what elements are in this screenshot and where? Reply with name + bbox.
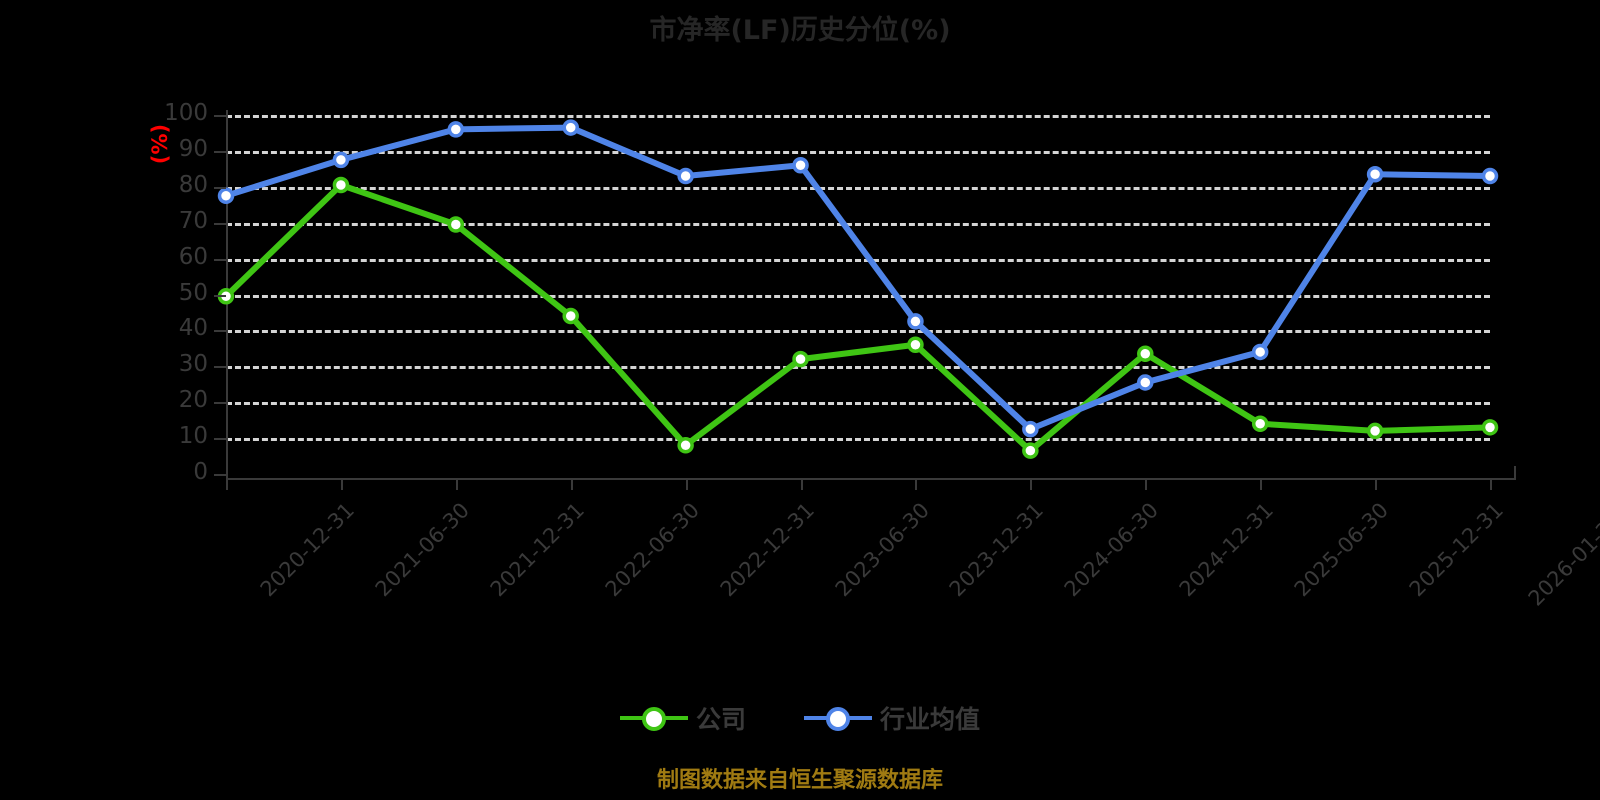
x-axis-tick-mark xyxy=(570,478,573,490)
y-axis-tick-mark xyxy=(214,402,226,405)
x-axis-tick-label: 2024-12-31 xyxy=(1175,498,1279,602)
legend-swatch-icon xyxy=(804,705,872,731)
legend-label: 公司 xyxy=(695,705,746,734)
y-axis-tick-label: 100 xyxy=(164,100,208,126)
gridline xyxy=(226,438,1490,442)
gridline xyxy=(226,330,1490,334)
x-axis-tick-label: 2025-12-31 xyxy=(1404,498,1509,602)
x-axis-tick-mark xyxy=(1260,478,1263,490)
y-axis-tick-mark xyxy=(214,150,226,153)
y-axis-tick-label: 40 xyxy=(178,315,208,342)
gridline xyxy=(226,115,1490,118)
x-axis-tick-label: 2022-12-31 xyxy=(715,498,819,602)
plot-area xyxy=(226,115,1490,474)
x-axis-line xyxy=(226,478,1516,480)
x-axis-tick-label: 2023-12-31 xyxy=(945,498,1049,602)
x-axis-right-cap xyxy=(1514,466,1516,480)
footer-note: 制图数据来自恒生聚源数据库 xyxy=(656,768,943,793)
y-axis-line xyxy=(226,110,228,479)
x-axis-tick-label: 2025-06-30 xyxy=(1289,498,1394,602)
y-axis-tick-label: 50 xyxy=(178,279,208,306)
legend-label: 行业均值 xyxy=(880,705,981,734)
gridline xyxy=(226,150,1490,154)
y-axis-tick-mark xyxy=(214,258,226,261)
legend-item-company[interactable]: 公司 xyxy=(619,700,746,736)
x-axis-tick-mark xyxy=(226,478,228,490)
y-axis-tick-mark xyxy=(214,366,226,369)
y-axis-tick-label: 80 xyxy=(178,171,208,198)
x-axis-left-cap xyxy=(226,466,228,478)
x-axis-tick-label: 2022-06-30 xyxy=(600,498,704,602)
x-axis-tick-mark xyxy=(1145,478,1148,490)
y-axis-tick-label: 20 xyxy=(178,387,208,414)
y-axis-tick-mark xyxy=(214,438,226,441)
y-axis-tick-labels: 0 10 20 30 40 50 60 70 80 90 100 xyxy=(0,0,208,800)
legend-swatch-icon xyxy=(619,705,688,731)
x-axis-tick-label: 2024-06-30 xyxy=(1060,498,1164,602)
gridline xyxy=(226,186,1490,190)
x-axis-tick-label: 2026-01-30E xyxy=(1523,498,1600,611)
x-axis-tick-label: 2021-12-31 xyxy=(485,498,589,602)
x-axis-tick-mark xyxy=(1490,478,1492,490)
y-axis-tick-mark xyxy=(214,115,226,117)
y-axis-tick-label: 30 xyxy=(178,351,208,378)
y-axis-tick-mark xyxy=(214,222,226,225)
gridline xyxy=(226,366,1490,370)
y-axis-tick-label: 0 xyxy=(193,459,208,485)
gridline xyxy=(226,294,1490,298)
x-axis-tick-label: 2023-06-30 xyxy=(830,498,934,602)
x-axis-tick-label: 2021-06-30 xyxy=(370,498,474,602)
y-axis-tick-label: 70 xyxy=(178,207,208,234)
y-axis-tick-mark xyxy=(214,474,226,476)
x-axis-tick-mark xyxy=(685,478,688,490)
x-axis-tick-mark xyxy=(340,478,343,490)
y-axis-tick-mark xyxy=(214,186,226,189)
gridline xyxy=(226,258,1490,262)
x-axis-tick-mark xyxy=(1375,478,1378,490)
x-axis-tick-mark xyxy=(455,478,458,490)
page-title: 市净率(LF)历史分位(%) xyxy=(649,15,951,46)
gridline xyxy=(226,402,1490,406)
y-axis-tick-mark xyxy=(214,294,226,297)
x-axis-tick-mark xyxy=(800,478,803,490)
legend-item-industry[interactable]: 行业均值 xyxy=(804,700,980,736)
gridline xyxy=(226,222,1490,226)
y-axis-tick-label: 60 xyxy=(178,243,208,270)
y-axis-tick-label: 10 xyxy=(178,423,208,450)
legend-marker-icon xyxy=(826,707,850,731)
x-axis-tick-mark xyxy=(1030,478,1033,490)
x-axis-tick-mark xyxy=(915,478,918,490)
y-axis-tick-label: 90 xyxy=(178,135,208,162)
legend-marker-icon xyxy=(641,707,666,731)
chart-legend: 公司 行业均值 xyxy=(0,700,1600,736)
y-axis-tick-mark xyxy=(214,330,226,333)
x-axis-tick-label: 2020-12-31 xyxy=(255,498,360,602)
